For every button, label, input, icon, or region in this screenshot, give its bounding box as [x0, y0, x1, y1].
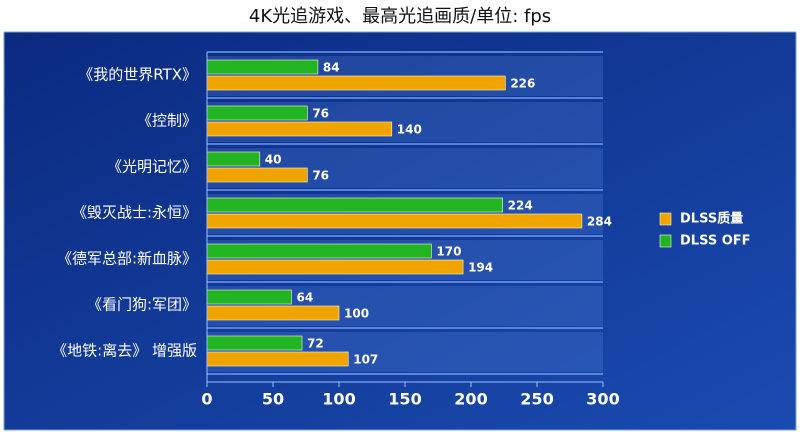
category-label: 《德军总部:新血脉》	[57, 250, 197, 268]
x-tick-label: 100	[322, 390, 355, 409]
value-label: 64	[296, 291, 313, 305]
category-label: 《光明记忆》	[107, 158, 197, 176]
value-label: 76	[312, 169, 329, 183]
legend-swatch	[659, 234, 672, 248]
bar	[206, 75, 506, 91]
value-label: 284	[587, 215, 612, 229]
legend-label: DLSS质量	[680, 211, 743, 227]
category-label: 《我的世界RTX》	[78, 66, 197, 84]
value-label: 84	[323, 61, 340, 75]
chart-title: 4K光追游戏、最高光追画质/单位: fps	[249, 6, 551, 27]
value-label: 76	[312, 107, 329, 121]
bar	[206, 289, 292, 305]
bar	[206, 197, 503, 213]
value-label: 107	[353, 353, 378, 367]
category-label: 《地铁:离去》 增强版	[52, 342, 197, 360]
value-label: 226	[510, 77, 535, 91]
x-tick-label: 200	[454, 390, 487, 409]
bar	[206, 121, 393, 137]
x-tick-label: 250	[520, 390, 553, 409]
x-tick-label: 0	[201, 390, 212, 409]
category-label: 《看门狗:军团》	[87, 296, 197, 314]
value-label: 170	[436, 245, 461, 259]
bar	[206, 243, 432, 259]
bar	[206, 351, 349, 367]
category-label: 《控制》	[137, 112, 197, 130]
value-label: 72	[307, 337, 324, 351]
category-label: 《毁灭战士:永恒》	[72, 204, 197, 222]
bar	[206, 335, 303, 351]
value-label: 40	[265, 153, 282, 167]
value-label: 140	[397, 123, 422, 137]
bar	[206, 213, 583, 229]
bar	[206, 105, 308, 121]
value-label: 224	[508, 199, 533, 213]
x-tick-label: 50	[262, 390, 284, 409]
value-label: 100	[344, 307, 369, 321]
legend-label: DLSS OFF	[680, 234, 751, 249]
bar	[206, 167, 308, 183]
x-tick-label: 300	[586, 390, 619, 409]
bar	[206, 59, 319, 75]
x-tick-label: 150	[388, 390, 421, 409]
bar	[206, 259, 464, 275]
legend-swatch	[659, 212, 672, 226]
bar	[206, 305, 340, 321]
bar	[206, 151, 261, 167]
value-label: 194	[468, 261, 493, 275]
